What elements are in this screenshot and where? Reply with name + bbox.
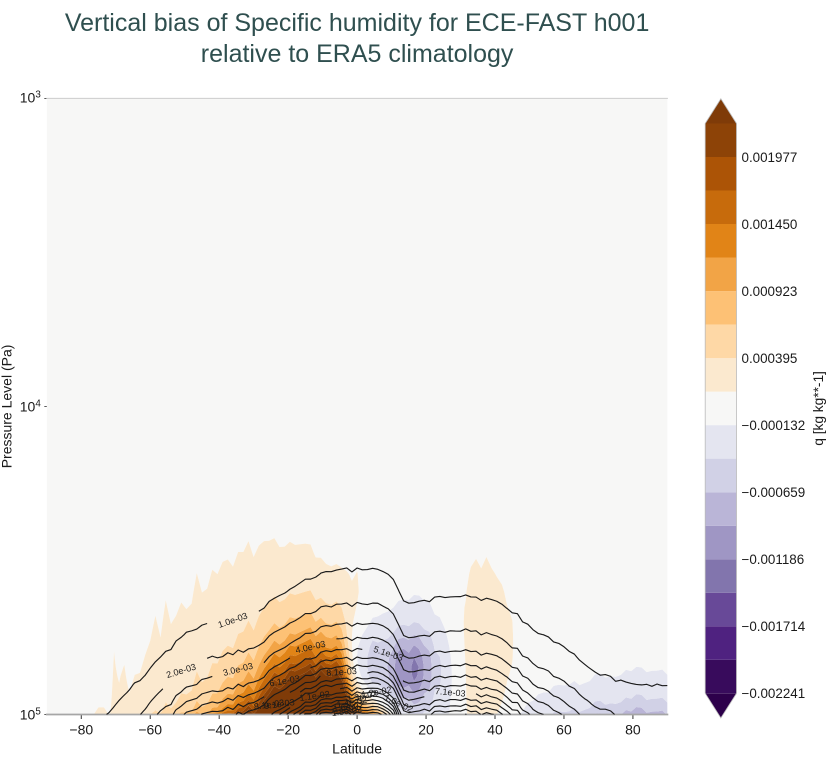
svg-text:1.8e-02: 1.8e-02 <box>331 704 363 718</box>
svg-text:1.1e-02: 1.1e-02 <box>299 689 331 703</box>
svg-text:1 0 4: 1 0 4 <box>20 398 42 415</box>
svg-text:Latitude: Latitude <box>332 741 382 757</box>
svg-text:8.1e-03: 8.1e-03 <box>326 666 357 678</box>
svg-text:20: 20 <box>418 722 434 738</box>
svg-text:−40: −40 <box>207 722 231 738</box>
svg-text:0: 0 <box>353 722 361 738</box>
svg-text:60: 60 <box>556 722 572 738</box>
svg-text:0.000395: 0.000395 <box>742 351 798 366</box>
svg-text:9.1e-03: 9.1e-03 <box>264 697 296 711</box>
svg-text:40: 40 <box>487 722 503 738</box>
svg-text:−0.000132: −0.000132 <box>742 418 806 433</box>
svg-text:0.000923: 0.000923 <box>742 284 798 299</box>
svg-text:7.1e-03: 7.1e-03 <box>435 686 466 699</box>
svg-text:−0.002241: −0.002241 <box>742 686 806 701</box>
svg-text:1 0 5: 1 0 5 <box>20 706 42 723</box>
svg-text:0.001977: 0.001977 <box>742 150 798 165</box>
svg-text:80: 80 <box>625 722 641 738</box>
svg-text:Vertical bias of Specific humi: Vertical bias of Specific humidity for E… <box>65 9 650 37</box>
svg-text:0.001450: 0.001450 <box>742 217 798 232</box>
svg-text:relative to ERA5 climatology: relative to ERA5 climatology <box>201 40 514 68</box>
svg-text:1.6e-02: 1.6e-02 <box>333 700 365 714</box>
svg-text:−0.001186: −0.001186 <box>742 552 805 567</box>
svg-text:Pressure Level (Pa): Pressure Level (Pa) <box>0 345 15 469</box>
svg-text:−80: −80 <box>69 722 93 738</box>
svg-text:1 0 3: 1 0 3 <box>20 89 42 106</box>
svg-text:−0.000659: −0.000659 <box>742 485 806 500</box>
svg-text:q [kg kg**-1]: q [kg kg**-1] <box>811 371 826 446</box>
svg-text:8.1e-03: 8.1e-03 <box>253 698 285 712</box>
svg-text:−60: −60 <box>138 722 162 738</box>
svg-text:−20: −20 <box>276 722 300 738</box>
svg-text:−0.001714: −0.001714 <box>742 619 806 634</box>
